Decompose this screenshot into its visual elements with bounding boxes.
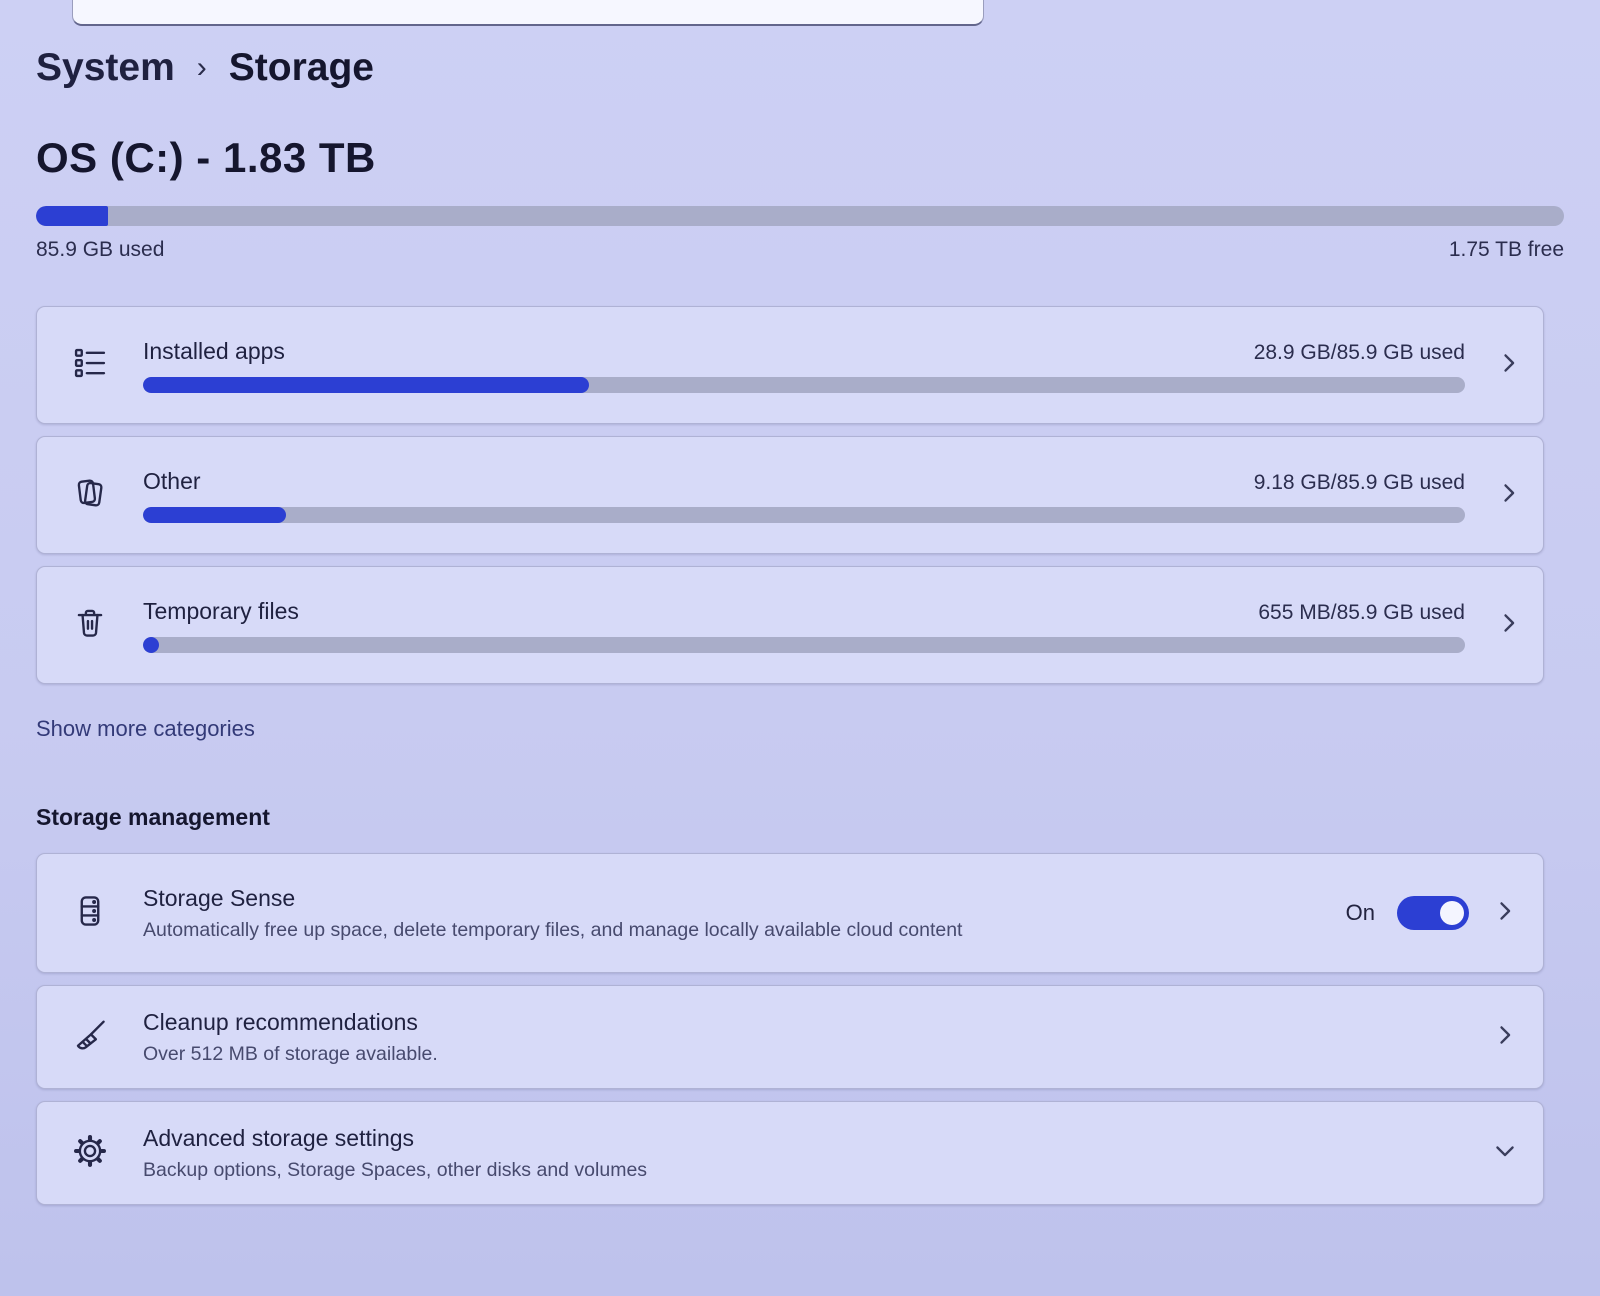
storage-sense-subtitle: Automatically free up space, delete temp… xyxy=(143,918,963,941)
advanced-storage-settings-row[interactable]: Advanced storage settings Backup options… xyxy=(36,1101,1544,1205)
drive-used-label: 85.9 GB used xyxy=(36,238,165,261)
category-installed-apps[interactable]: Installed apps 28.9 GB/85.9 GB used xyxy=(36,306,1544,424)
category-label: Installed apps xyxy=(143,337,285,364)
toggle-state-label: On xyxy=(1345,900,1375,925)
chevron-right-icon xyxy=(1495,609,1523,642)
chevron-down-icon xyxy=(1491,1137,1519,1170)
apps-list-icon xyxy=(71,344,109,387)
breadcrumb-storage: Storage xyxy=(228,46,374,89)
category-label: Other xyxy=(143,467,201,494)
breadcrumb-system[interactable]: System xyxy=(36,46,175,89)
breadcrumb: System › Storage xyxy=(36,0,1564,90)
advanced-subtitle: Backup options, Storage Spaces, other di… xyxy=(143,1158,648,1181)
category-usage: 655 MB/85.9 GB used xyxy=(1258,600,1465,624)
gear-icon xyxy=(71,1132,109,1175)
cleanup-subtitle: Over 512 MB of storage available. xyxy=(143,1042,438,1065)
chevron-right-icon xyxy=(1495,349,1523,382)
category-cards: Installed apps 28.9 GB/85.9 GB used xyxy=(36,306,1564,684)
broom-icon xyxy=(71,1016,109,1059)
category-usage: 9.18 GB/85.9 GB used xyxy=(1253,470,1465,494)
chevron-right-icon xyxy=(1491,1021,1519,1054)
category-usage-bar xyxy=(143,376,1465,393)
advanced-title: Advanced storage settings xyxy=(143,1124,415,1151)
category-usage-bar xyxy=(143,636,1465,653)
drive-usage-bar-fill xyxy=(36,206,108,226)
storage-sense-title: Storage Sense xyxy=(143,884,296,911)
category-temporary-files[interactable]: Temporary files 655 MB/85.9 GB used xyxy=(36,566,1544,684)
drive-free-label: 1.75 TB free xyxy=(1448,238,1564,261)
show-more-categories-link[interactable]: Show more categories xyxy=(36,716,255,741)
drive-usage-bar xyxy=(36,206,1564,226)
chevron-right-icon xyxy=(1491,897,1519,930)
trash-icon xyxy=(71,604,109,647)
breadcrumb-separator-icon: › xyxy=(196,51,207,84)
search-input[interactable] xyxy=(72,0,984,26)
cleanup-recommendations-row[interactable]: Cleanup recommendations Over 512 MB of s… xyxy=(36,985,1544,1089)
storage-management-heading: Storage management xyxy=(36,804,270,830)
category-usage: 28.9 GB/85.9 GB used xyxy=(1253,340,1465,364)
storage-sense-toggle[interactable] xyxy=(1397,896,1469,930)
documents-icon xyxy=(71,474,109,517)
storage-sense-icon xyxy=(71,892,109,935)
storage-sense-row[interactable]: Storage Sense Automatically free up spac… xyxy=(36,853,1544,973)
category-other[interactable]: Other 9.18 GB/85.9 GB used xyxy=(36,436,1544,554)
storage-settings-page: System › Storage OS (C:) - 1.83 TB 85.9 … xyxy=(36,0,1564,1205)
cleanup-title: Cleanup recommendations xyxy=(143,1008,418,1035)
drive-usage-labels: 85.9 GB used 1.75 TB free xyxy=(36,238,1564,262)
category-usage-bar xyxy=(143,506,1465,523)
drive-title: OS (C:) - 1.83 TB xyxy=(36,134,376,181)
toggle-knob xyxy=(1440,901,1464,925)
chevron-right-icon xyxy=(1495,479,1523,512)
category-label: Temporary files xyxy=(143,597,299,624)
